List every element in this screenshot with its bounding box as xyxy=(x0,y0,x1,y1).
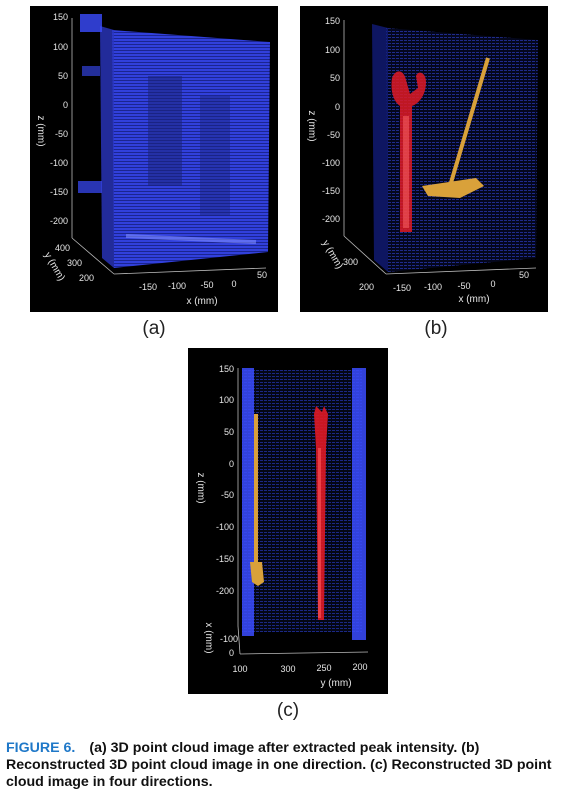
z-tick: -150 xyxy=(50,187,68,197)
blue-cloud-left-wall xyxy=(242,368,254,636)
x-axis-label: x (mm) xyxy=(203,622,214,653)
z-axis-label: z (mm) xyxy=(195,472,206,503)
y-tick-labels: 400 300 200 xyxy=(55,243,94,283)
blue-cloud-right-wall xyxy=(352,368,366,640)
panel-c-plot: 150 100 50 0 -50 -100 -150 -200 z (mm) -… xyxy=(195,364,369,689)
x-tick: 50 xyxy=(257,270,267,280)
x-axis-label: x (mm) xyxy=(186,296,217,307)
y-tick: 200 xyxy=(352,662,367,672)
z-tick-labels: 150 100 50 0 -50 -100 -150 -200 xyxy=(322,16,340,224)
y-tick: 200 xyxy=(79,273,94,283)
y-tick: 200 xyxy=(359,282,374,292)
z-tick: 0 xyxy=(63,100,68,110)
x-tick: -50 xyxy=(457,281,470,291)
panel-c-label: (c) xyxy=(276,700,300,721)
z-tick: 150 xyxy=(325,16,340,26)
z-tick: -100 xyxy=(216,522,234,532)
panel-b-point-cloud: 150 100 50 0 -50 -100 -150 -200 z (mm) 3… xyxy=(300,6,548,312)
y-tick: 400 xyxy=(55,243,70,253)
z-tick: -50 xyxy=(55,129,68,139)
y-axis-label: y (mm) xyxy=(320,239,345,271)
x-tick: 100 xyxy=(232,664,247,674)
red-wrench-object xyxy=(314,406,328,620)
x-tick: -100 xyxy=(424,282,442,292)
y-axis-label: y (mm) xyxy=(320,678,351,689)
z-tick: 0 xyxy=(335,102,340,112)
x-tick: -50 xyxy=(200,280,213,290)
panel-a-label: (a) xyxy=(142,318,166,339)
figure-label: FIGURE 6. xyxy=(6,740,76,756)
cloud-inner-band xyxy=(125,234,257,244)
y-axis-line xyxy=(239,651,369,655)
panel-a-plot: 150 100 50 0 -50 -100 -150 -200 z (mm) 4… xyxy=(35,12,270,307)
x-tick: -150 xyxy=(139,282,157,292)
z-tick: -150 xyxy=(216,554,234,564)
z-tick: -100 xyxy=(322,158,340,168)
z-tick: -150 xyxy=(322,186,340,196)
y-axis-line xyxy=(71,237,115,275)
blue-scatter-left xyxy=(80,14,102,32)
z-tick: -200 xyxy=(216,586,234,596)
blue-point-cloud xyxy=(112,30,270,268)
panel-c-point-cloud: 150 100 50 0 -50 -100 -150 -200 z (mm) -… xyxy=(188,348,388,694)
blue-point-cloud-edge xyxy=(100,26,114,268)
y-tick: 300 xyxy=(280,664,295,674)
y-tick: 250 xyxy=(316,663,331,673)
z-tick: 100 xyxy=(219,395,234,405)
x-tick: -100 xyxy=(168,281,186,291)
x-tick-labels: -150 -100 -50 0 50 xyxy=(139,270,267,292)
y-tick-labels: 300 250 200 xyxy=(280,662,367,674)
x-axis-label: x (mm) xyxy=(458,294,489,305)
blue-scatter-left-3 xyxy=(78,181,102,193)
z-tick: 0 xyxy=(229,459,234,469)
z-tick: 150 xyxy=(219,364,234,374)
orange-tool-object xyxy=(250,414,264,586)
x-tick: -150 xyxy=(393,283,411,293)
x-axis-line xyxy=(237,625,241,655)
x-axis-line xyxy=(113,267,267,275)
panel-b-label: (b) xyxy=(424,318,448,339)
z-tick: 150 xyxy=(53,12,68,22)
x-tick: 0 xyxy=(229,648,234,658)
z-tick: 50 xyxy=(330,73,340,83)
x-tick: 50 xyxy=(519,270,529,280)
y-tick-labels: 300 200 xyxy=(343,257,374,292)
z-tick-labels: 150 100 50 0 -50 -100 -150 -200 xyxy=(216,364,234,596)
y-tick: 300 xyxy=(67,258,82,268)
z-tick: 50 xyxy=(224,427,234,437)
z-tick: -200 xyxy=(322,214,340,224)
x-tick-labels: -100 0 100 xyxy=(220,634,248,674)
z-tick: -200 xyxy=(50,216,68,226)
z-tick: -50 xyxy=(327,130,340,140)
z-tick: -50 xyxy=(221,490,234,500)
panel-a-point-cloud: 150 100 50 0 -50 -100 -150 -200 z (mm) 4… xyxy=(30,6,278,312)
y-tick: 300 xyxy=(343,257,358,267)
x-axis-line xyxy=(385,267,537,275)
y-axis-line xyxy=(343,235,387,275)
z-tick: 50 xyxy=(58,71,68,81)
blue-point-cloud-sparse xyxy=(242,370,362,632)
cloud-inner-dark xyxy=(148,76,182,186)
panel-b-plot: 150 100 50 0 -50 -100 -150 -200 z (mm) 3… xyxy=(306,16,538,305)
blue-scatter-left-2 xyxy=(82,66,100,76)
red-wrench-object xyxy=(391,71,426,232)
figure-caption: FIGURE 6. (a) 3D point cloud image after … xyxy=(6,740,572,791)
y-axis-label: y (mm) xyxy=(42,251,67,283)
z-axis-label: z (mm) xyxy=(306,110,317,141)
x-tick-labels: -150 -100 -50 0 50 xyxy=(393,270,529,293)
caption-text: (a) 3D point cloud image after extracted… xyxy=(6,740,552,790)
z-tick-labels: 150 100 50 0 -50 -100 -150 -200 xyxy=(50,12,68,226)
z-axis-label: z (mm) xyxy=(35,115,46,146)
x-tick: -100 xyxy=(220,634,238,644)
cloud-inner-dark-2 xyxy=(200,96,230,216)
x-tick: 0 xyxy=(231,279,236,289)
x-tick: 0 xyxy=(490,279,495,289)
z-tick: 100 xyxy=(325,45,340,55)
orange-tool-object xyxy=(422,57,490,198)
z-tick: 100 xyxy=(53,42,68,52)
z-tick: -100 xyxy=(50,158,68,168)
blue-point-cloud-left-edge xyxy=(372,24,388,272)
